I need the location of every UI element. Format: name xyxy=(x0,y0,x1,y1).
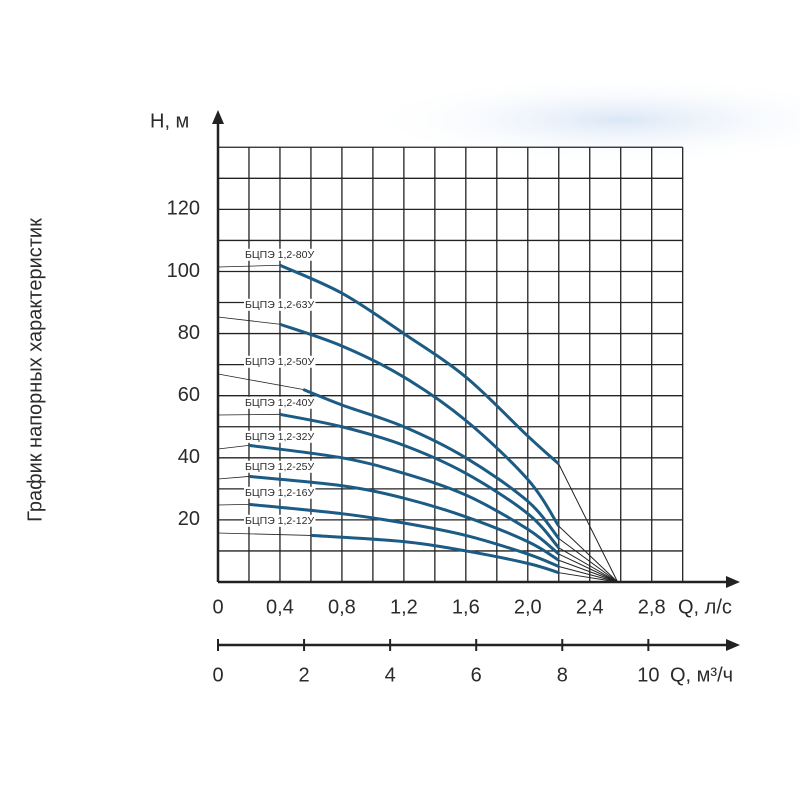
y-tick-label: 120 xyxy=(167,198,200,220)
curve-label-bg xyxy=(244,514,316,527)
shutoff-line xyxy=(558,525,618,583)
curve-label-bg xyxy=(244,430,316,443)
y-tick-label: 80 xyxy=(178,322,200,344)
x-tick-label: 2,8 xyxy=(638,596,666,618)
curve-label: БЦПЭ 1,2-16У xyxy=(245,487,314,499)
shutoff-line xyxy=(558,463,619,583)
pump-curve xyxy=(279,322,561,527)
label-leader xyxy=(217,264,280,268)
curve-label: БЦПЭ 1,2-80У xyxy=(245,249,314,261)
x2-axis-arrow xyxy=(726,639,740,651)
x-tick-label: 2,4 xyxy=(576,596,604,618)
x2-tick-label: 8 xyxy=(557,664,568,686)
x2-tick-label: 2 xyxy=(299,664,310,686)
label-leader xyxy=(217,444,250,450)
x2-tick-label: 10 xyxy=(637,664,659,686)
shutoff-line xyxy=(558,559,618,583)
background-wave xyxy=(360,75,800,165)
curve-label: БЦПЭ 1,2-40У xyxy=(245,397,314,409)
curve-label: БЦПЭ 1,2-50У xyxy=(245,356,314,368)
x-tick-label: 0,4 xyxy=(266,596,294,618)
pump-curve xyxy=(248,443,560,556)
pump-curve xyxy=(302,388,560,540)
curve-label-bg xyxy=(244,355,316,368)
chart-title: График напорных характеристик xyxy=(24,218,46,522)
x2-axis-label: Q, м³/ч xyxy=(670,664,733,686)
label-leader xyxy=(217,532,311,536)
pump-curve xyxy=(279,412,560,549)
curve-label: БЦПЭ 1,2-32У xyxy=(245,431,314,443)
x2-tick-label: 6 xyxy=(471,664,482,686)
pump-curve xyxy=(279,263,560,466)
x-tick-label: 0 xyxy=(212,596,223,618)
curve-label: БЦПЭ 1,2-63У xyxy=(245,299,314,311)
pump-curve xyxy=(310,533,560,575)
y-tick-label: 100 xyxy=(167,260,200,282)
shutoff-line xyxy=(558,538,618,583)
curve-label-bg xyxy=(244,486,316,499)
x-axis-arrow xyxy=(726,576,740,588)
x-tick-label: 1,2 xyxy=(390,596,418,618)
shutoff-line xyxy=(558,565,618,583)
shutoff-line xyxy=(558,572,618,583)
pump-curve xyxy=(248,502,560,568)
label-leader xyxy=(217,476,250,480)
shutoff-line xyxy=(558,547,618,583)
y-axis-arrow xyxy=(212,110,224,124)
x2-tick-label: 4 xyxy=(385,664,396,686)
y-tick-label: 20 xyxy=(178,508,200,530)
curve-label-bg xyxy=(244,396,316,409)
curve-label-bg xyxy=(244,460,316,473)
curve-label: БЦПЭ 1,2-25У xyxy=(245,461,314,473)
x-tick-label: 2,0 xyxy=(514,596,542,618)
y-tick-label: 60 xyxy=(178,384,200,406)
label-leader xyxy=(217,316,281,325)
label-leader xyxy=(217,373,304,390)
label-leader xyxy=(217,413,280,416)
y-tick-label: 40 xyxy=(178,446,200,468)
label-leader xyxy=(217,503,249,506)
curve-label: БЦПЭ 1,2-12У xyxy=(245,515,314,527)
curve-label-bg xyxy=(244,248,316,261)
curve-label-bg xyxy=(244,298,316,311)
y-axis-label: H, м xyxy=(150,110,189,132)
x-axis-label: Q, л/с xyxy=(678,596,732,618)
x2-tick-label: 0 xyxy=(212,664,223,686)
x-tick-label: 0,8 xyxy=(328,596,356,618)
pump-curve xyxy=(248,474,560,562)
x-tick-label: 1,6 xyxy=(452,596,480,618)
shutoff-line xyxy=(558,553,618,583)
